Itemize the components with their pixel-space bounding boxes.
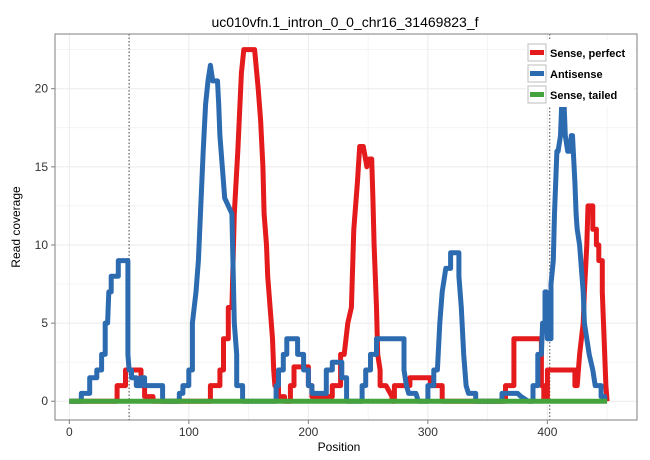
x-tick-label: 300 [418, 425, 438, 439]
y-tick-label: 20 [35, 82, 49, 96]
axes: 0 100 200 300 400 0 5 10 15 20 [35, 33, 638, 439]
y-tick-label: 15 [35, 160, 49, 174]
x-tick-label: 100 [179, 425, 199, 439]
y-axis-title: Read coverage [9, 186, 23, 268]
x-tick-label: 400 [537, 425, 557, 439]
series-lines [69, 47, 610, 404]
x-tick-label: 200 [298, 425, 318, 439]
plot-border [54, 33, 638, 421]
y-tick-label: 10 [35, 238, 49, 252]
legend-swatch-sense-perfect [530, 50, 544, 55]
legend-label-sense-tailed: Sense, tailed [550, 90, 617, 102]
series-line-sense-perfect [69, 47, 610, 404]
series-line-antisense [69, 62, 608, 404]
legend-swatch-antisense [530, 71, 544, 76]
chart-title: uc010vfn.1_intron_0_0_chr16_31469823_f [211, 14, 478, 30]
x-axis-title: Position [318, 440, 361, 454]
legend: Sense, perfect Antisense Sense, tailed [526, 40, 634, 107]
legend-label-antisense: Antisense [550, 69, 603, 81]
x-tick-label: 0 [66, 425, 73, 439]
legend-label-sense-perfect: Sense, perfect [550, 48, 626, 60]
y-tick-label: 0 [41, 394, 48, 408]
legend-swatch-sense-tailed [530, 92, 544, 97]
y-tick-label: 5 [41, 316, 48, 330]
